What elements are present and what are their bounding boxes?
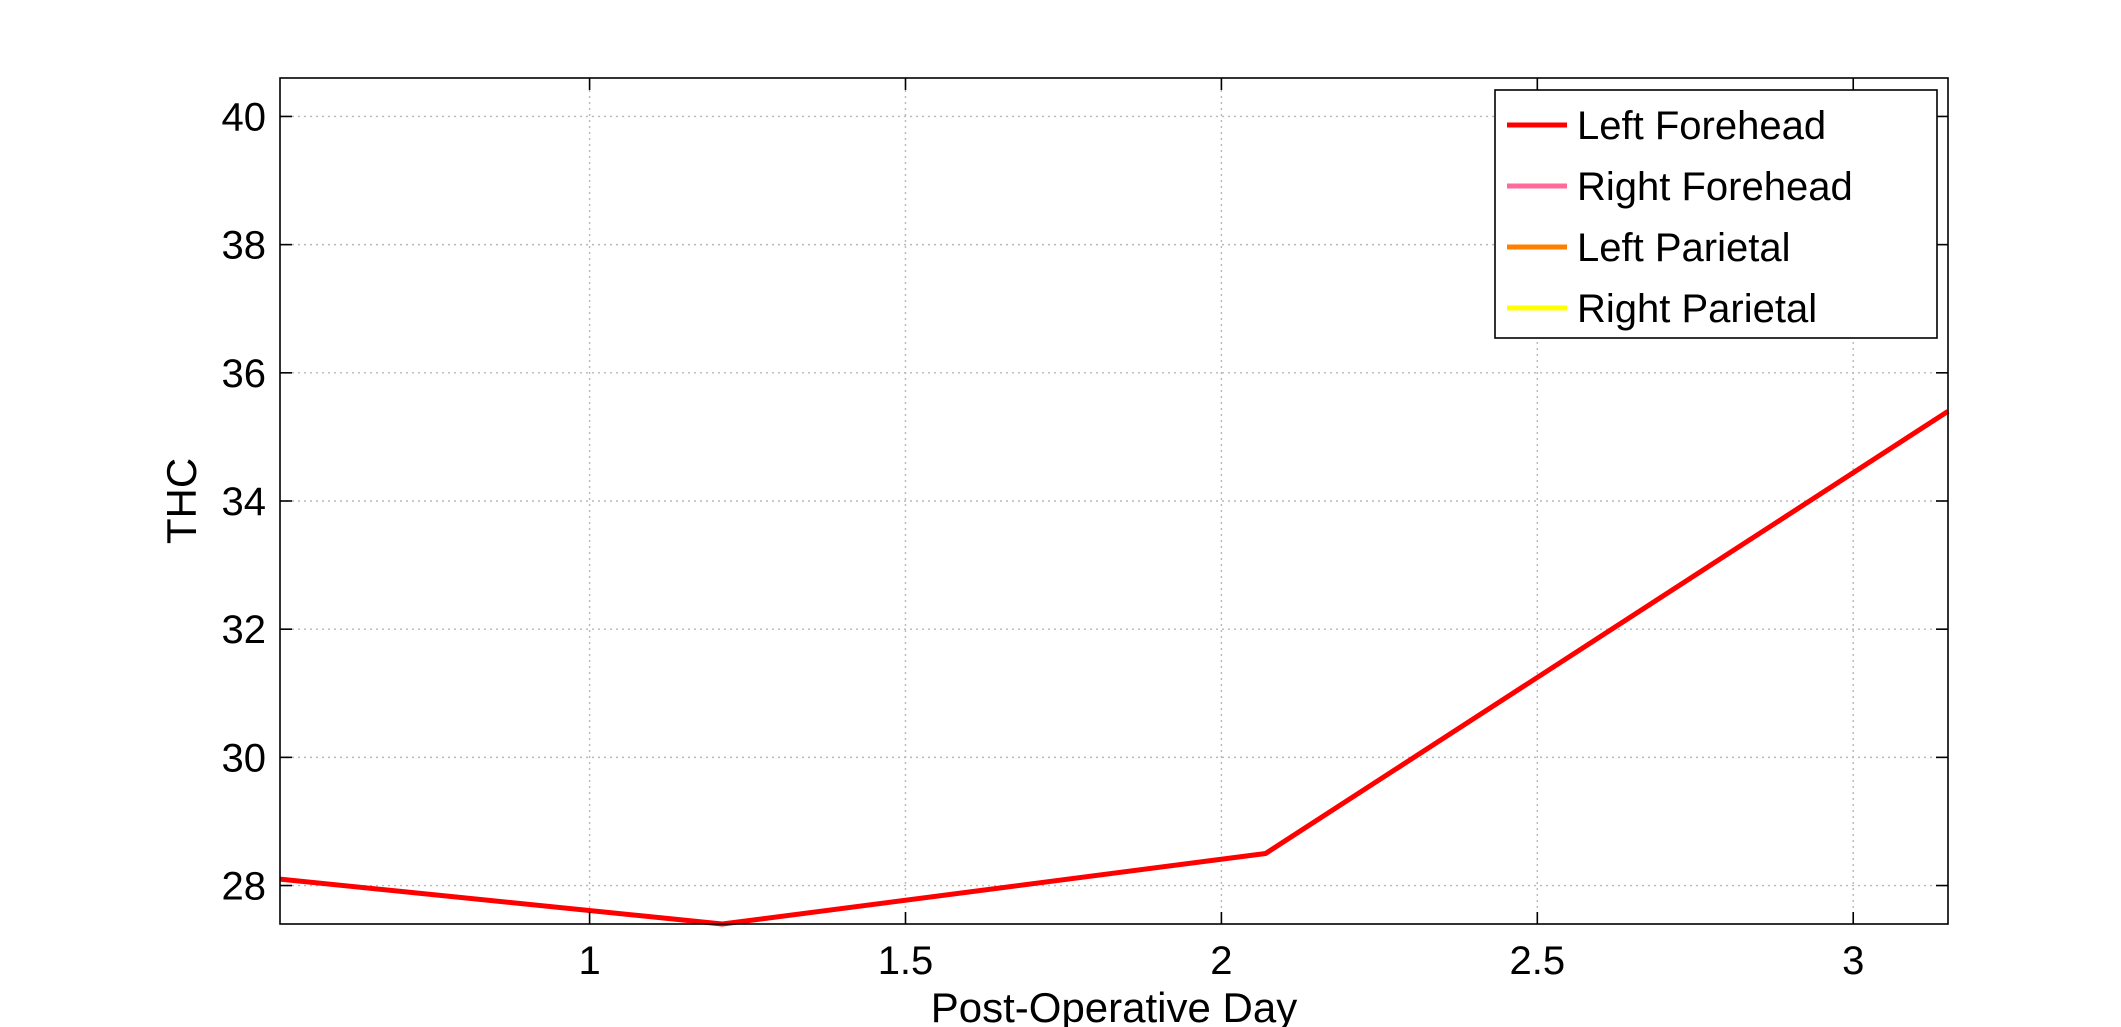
y-tick-label: 28 [222,865,267,909]
legend: Left Forehead Right Forehead Left Parietal… [1494,89,1938,339]
y-tick-label: 40 [222,95,267,139]
y-tick-label: 34 [222,480,267,524]
series-line-0 [279,409,1950,927]
legend-items: Left Forehead Right Forehead Left Parietal… [1507,104,1853,331]
axis-ticks [280,78,1948,924]
legend-label: Left Parietal [1577,226,1790,270]
y-tick-label: 30 [222,736,267,780]
grid-lines [280,78,1948,924]
y-tick-label: 32 [222,608,267,652]
y-tick-label: 36 [222,352,267,396]
legend-label: Right Forehead [1577,165,1853,209]
y-tick-labels: 28 30 32 34 36 38 40 [222,95,267,908]
legend-label: Left Forehead [1577,104,1826,148]
x-tick-label: 1 [578,939,600,983]
x-tick-label: 3 [1842,939,1864,983]
x-tick-labels: 1 1.5 2 2.5 3 [578,939,1864,983]
y-axis-label: THC [158,458,205,544]
y-tick-label: 38 [222,224,267,268]
x-tick-label: 1.5 [878,939,934,983]
series-lines [279,409,1950,927]
x-axis-label: Post-Operative Day [931,984,1297,1027]
x-tick-label: 2 [1210,939,1232,983]
legend-label: Right Parietal [1577,287,1817,331]
x-tick-label: 2.5 [1510,939,1566,983]
legend-box [1494,89,1938,339]
